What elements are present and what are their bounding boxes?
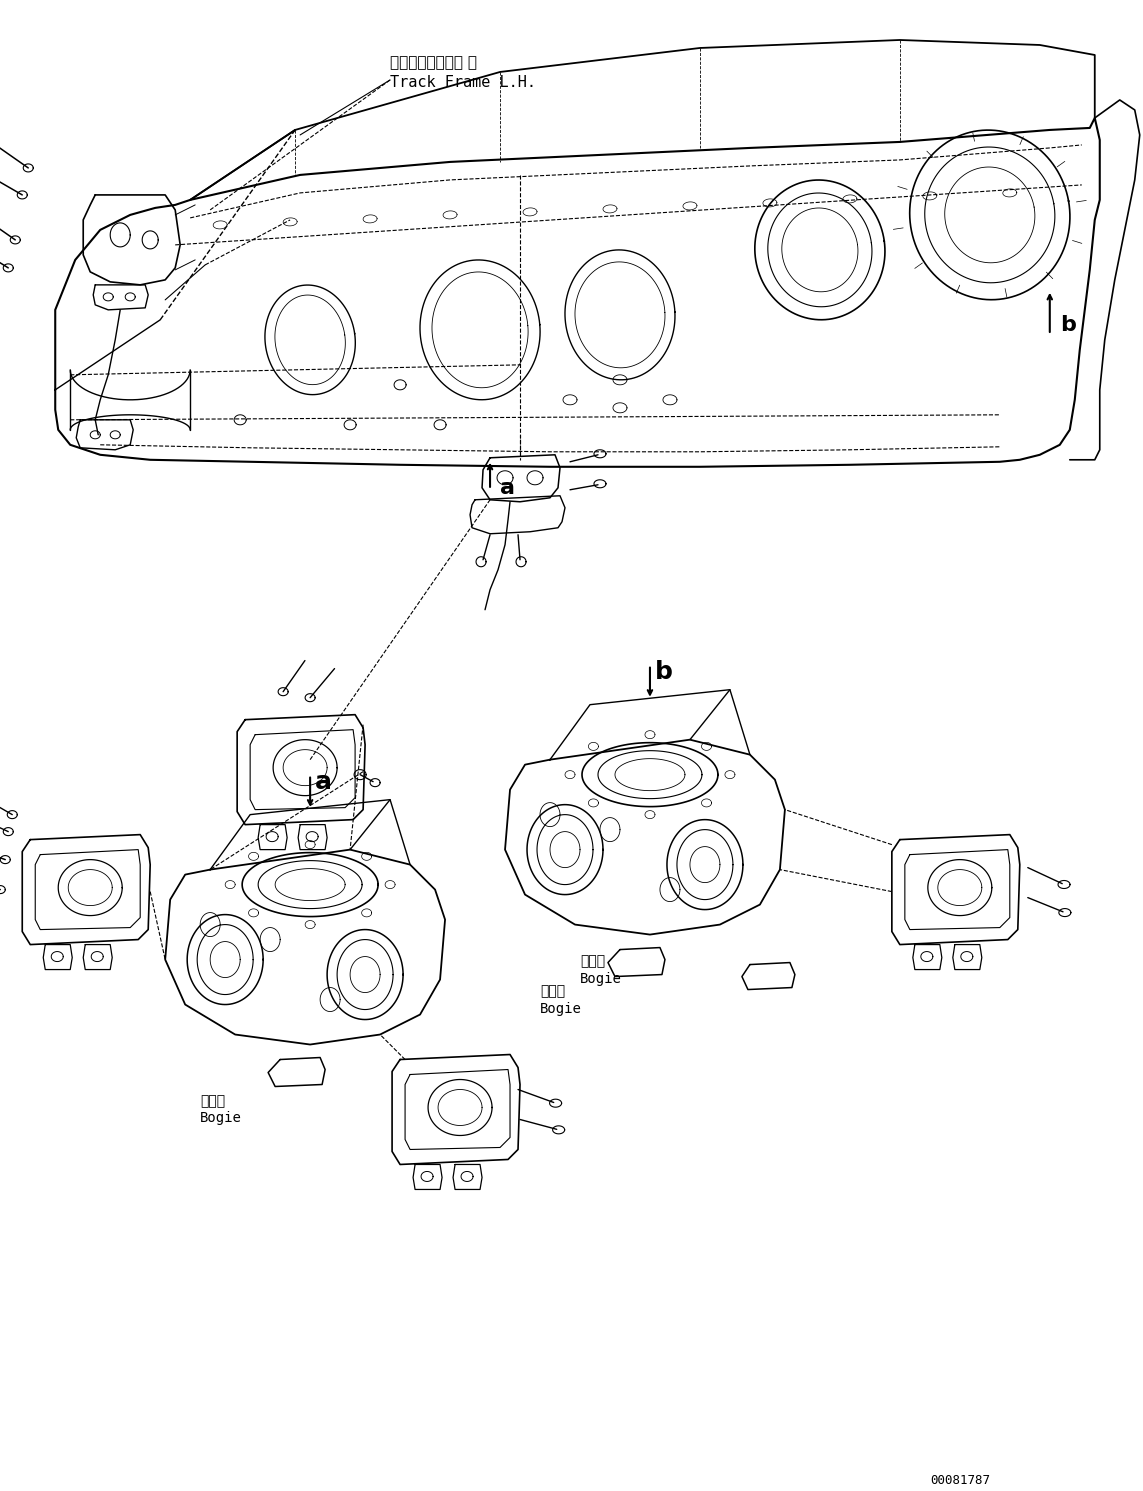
Text: Bogie: Bogie bbox=[200, 1111, 242, 1126]
Text: トラックフレーム 左: トラックフレーム 左 bbox=[390, 55, 477, 70]
Text: b: b bbox=[1060, 315, 1076, 335]
Text: a: a bbox=[499, 477, 515, 498]
Text: 00081787: 00081787 bbox=[930, 1475, 990, 1488]
Text: b: b bbox=[655, 659, 673, 684]
Text: Bogie: Bogie bbox=[580, 972, 622, 986]
Text: ボギー: ボギー bbox=[539, 984, 565, 999]
Text: ボギー: ボギー bbox=[200, 1094, 225, 1108]
Text: Bogie: Bogie bbox=[539, 1002, 582, 1015]
Text: ボギー: ボギー bbox=[580, 954, 605, 969]
Text: a: a bbox=[315, 769, 333, 793]
Text: Track Frame L.H.: Track Frame L.H. bbox=[390, 75, 536, 89]
